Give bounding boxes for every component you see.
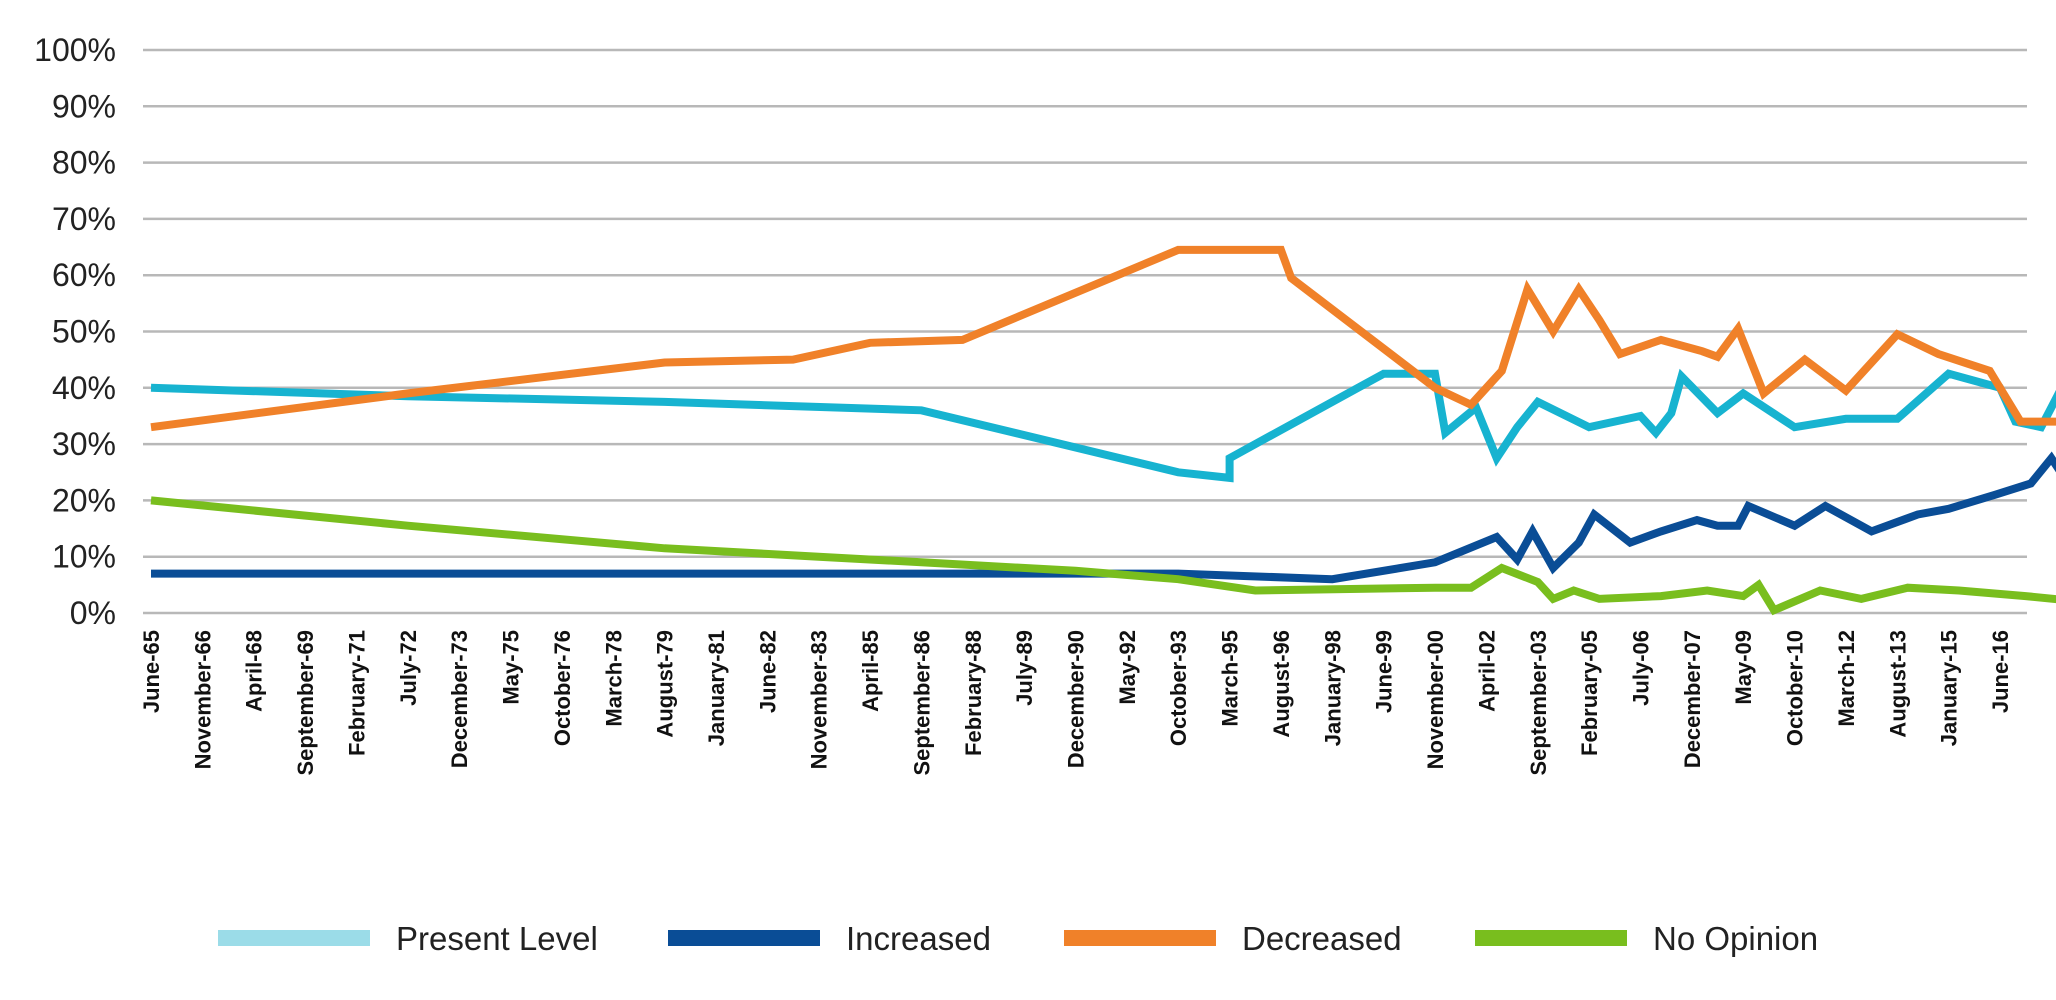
x-tick-label: September-86 bbox=[909, 630, 934, 776]
y-tick-label: 100% bbox=[34, 32, 116, 68]
y-tick-label: 90% bbox=[52, 88, 116, 124]
x-tick-label: July-06 bbox=[1628, 630, 1653, 706]
x-tick-label: August-79 bbox=[653, 630, 678, 738]
y-tick-label: 30% bbox=[52, 426, 116, 462]
series-line-increased bbox=[151, 451, 2056, 584]
x-tick-label: October-93 bbox=[1166, 630, 1191, 746]
x-tick-label: June-65 bbox=[139, 630, 164, 713]
y-tick-label: 70% bbox=[52, 201, 116, 237]
legend-swatch-decreased bbox=[1064, 930, 1216, 946]
x-tick-label: November-66 bbox=[190, 630, 215, 769]
x-tick-label: August-13 bbox=[1885, 630, 1910, 738]
x-tick-label: April-85 bbox=[858, 630, 883, 712]
x-tick-label: January-98 bbox=[1320, 630, 1345, 746]
series-line-present-level bbox=[150, 368, 2056, 483]
series-lines bbox=[150, 245, 2056, 616]
x-tick-label: March-95 bbox=[1218, 630, 1243, 727]
x-axis-tick-labels: June-65 November-66 April-68 September-69 Fe… bbox=[139, 630, 2013, 776]
y-tick-label: 40% bbox=[52, 370, 116, 406]
x-tick-label: November-00 bbox=[1423, 630, 1448, 769]
x-tick-label: August-96 bbox=[1269, 630, 1294, 738]
x-tick-label: July-72 bbox=[396, 630, 421, 706]
x-tick-label: July-89 bbox=[1012, 630, 1037, 706]
series-line-no-opinion bbox=[150, 496, 2056, 616]
legend: Present Level Increased Decreased No Opinio… bbox=[218, 920, 1818, 957]
x-tick-label: March-78 bbox=[601, 630, 626, 727]
legend-swatch-no-opinion bbox=[1475, 930, 1627, 946]
x-tick-label: October-10 bbox=[1783, 630, 1808, 746]
legend-label-present-level: Present Level bbox=[396, 920, 598, 957]
y-tick-label: 60% bbox=[52, 257, 116, 293]
x-tick-label: May-09 bbox=[1731, 630, 1756, 705]
y-tick-label: 20% bbox=[52, 482, 116, 518]
legend-swatch-increased bbox=[668, 930, 820, 946]
y-tick-label: 10% bbox=[52, 539, 116, 575]
x-tick-label: June-99 bbox=[1372, 630, 1397, 713]
x-tick-label: October-76 bbox=[550, 630, 575, 746]
y-tick-label: 80% bbox=[52, 145, 116, 181]
x-tick-label: February-88 bbox=[961, 630, 986, 756]
x-tick-label: April-68 bbox=[242, 630, 267, 712]
x-tick-label: June-16 bbox=[1988, 630, 2013, 713]
x-tick-label: January-81 bbox=[704, 630, 729, 746]
x-tick-label: January-15 bbox=[1937, 630, 1962, 746]
legend-label-decreased: Decreased bbox=[1242, 920, 1402, 957]
legend-label-increased: Increased bbox=[846, 920, 991, 957]
x-tick-label: March-12 bbox=[1834, 630, 1859, 727]
x-tick-label: December-73 bbox=[447, 630, 472, 768]
x-tick-label: May-92 bbox=[1115, 630, 1140, 705]
x-tick-label: December-07 bbox=[1680, 630, 1705, 768]
x-tick-label: April-02 bbox=[1474, 630, 1499, 712]
x-tick-label: November-83 bbox=[807, 630, 832, 769]
x-tick-label: February-05 bbox=[1577, 630, 1602, 756]
y-tick-label: 0% bbox=[70, 595, 116, 631]
x-tick-label: February-71 bbox=[344, 630, 369, 756]
x-tick-label: September-69 bbox=[293, 630, 318, 776]
x-tick-label: May-75 bbox=[499, 630, 524, 705]
legend-label-no-opinion: No Opinion bbox=[1653, 920, 1818, 957]
y-axis-tick-labels: 0% 10% 20% 30% 40% 50% 60% 70% 80% 90% 100% bbox=[34, 32, 116, 631]
legend-swatch-present-level bbox=[218, 930, 370, 946]
x-tick-label: June-82 bbox=[755, 630, 780, 713]
x-tick-label: September-03 bbox=[1526, 630, 1551, 776]
x-tick-label: December-90 bbox=[1064, 630, 1089, 768]
y-tick-label: 50% bbox=[52, 314, 116, 350]
series-line-decreased bbox=[150, 245, 2056, 432]
gridlines bbox=[143, 48, 2027, 615]
